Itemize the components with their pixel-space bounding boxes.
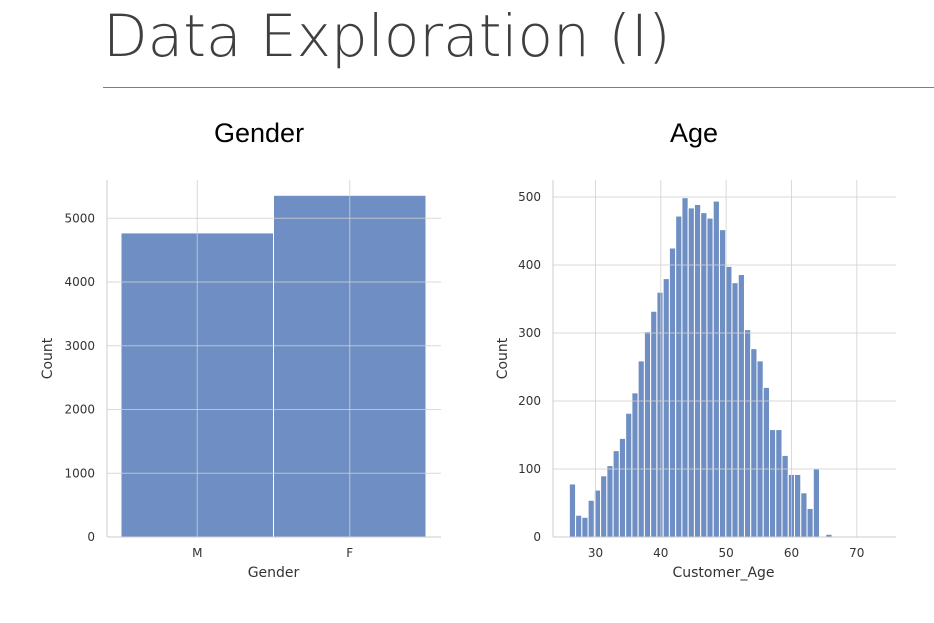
y-axis-label: Count: [495, 337, 511, 379]
x-tick-label: M: [192, 546, 202, 560]
histogram-bar: [612, 450, 620, 538]
histogram-bar: [700, 212, 708, 538]
y-tick-label: 3000: [64, 339, 95, 353]
gender-chart-title: Gender: [214, 118, 305, 148]
slide-title: Data Exploration (I): [103, 2, 671, 70]
histogram-bar: [800, 492, 808, 538]
y-tick-label: 4000: [64, 275, 95, 289]
histogram-bar: [662, 278, 670, 538]
y-tick-label: 0: [87, 530, 95, 544]
histogram-bar: [756, 360, 764, 538]
histogram-bar: [600, 475, 608, 538]
y-tick-label: 500: [518, 190, 541, 204]
histogram-bar: [781, 454, 789, 538]
age-chart: 0 100 200 300 400 500 30 40 50 60 70 Customer_Age Co…: [495, 180, 896, 581]
histogram-bar: [575, 514, 583, 538]
histogram-bar: [681, 197, 689, 538]
histogram-bar: [581, 516, 589, 538]
histogram-bar: [750, 348, 758, 538]
histogram-bar: [637, 360, 645, 538]
histogram-bar: [794, 473, 802, 538]
y-tick-label: 5000: [64, 211, 95, 225]
histogram-bar: [768, 429, 777, 538]
histogram-bar: [643, 331, 652, 538]
histogram-bar: [606, 465, 614, 538]
gender-chart: 0 1000 2000 3000 4000 5000 M F Gender Count: [40, 180, 441, 581]
histogram-bar: [762, 386, 770, 538]
histogram-bar: [712, 200, 720, 538]
histogram-bar: [806, 507, 814, 538]
x-tick-label: 70: [849, 546, 864, 560]
x-tick-label: 40: [653, 546, 668, 560]
histogram-bar: [706, 217, 714, 538]
histogram-bar: [687, 207, 695, 538]
histogram-bar: [656, 291, 664, 538]
histogram-bar: [631, 392, 639, 538]
y-axis-label: Count: [40, 337, 56, 379]
title-divider: [103, 87, 934, 88]
age-chart-title: Age: [670, 118, 719, 148]
histogram-bar: [731, 282, 739, 538]
y-tick-label: 1000: [64, 466, 95, 480]
histogram-bar: [568, 483, 577, 538]
y-tick-label: 400: [518, 258, 541, 272]
histogram-bar: [618, 437, 627, 538]
x-tick-label: 60: [784, 546, 799, 560]
x-axis-label: Gender: [248, 565, 300, 581]
histogram-bar: [693, 203, 702, 538]
histogram-bar: [775, 429, 783, 538]
histogram-bar: [675, 215, 683, 538]
x-tick-label: F: [346, 546, 353, 560]
histogram-bar: [718, 229, 727, 538]
histogram-bar: [743, 329, 752, 538]
histogram-bar: [650, 310, 658, 538]
y-tick-label: 300: [518, 326, 541, 340]
histogram-bar: [587, 499, 595, 538]
x-tick-label: 50: [718, 546, 733, 560]
y-tick-label: 2000: [64, 403, 95, 417]
histogram-bar: [625, 412, 633, 538]
y-tick-label: 0: [533, 530, 541, 544]
histogram-bar: [737, 274, 745, 538]
x-tick-label: 30: [588, 546, 603, 560]
histogram-bar: [725, 265, 733, 538]
y-tick-label: 100: [518, 462, 541, 476]
x-axis-label: Customer_Age: [672, 565, 774, 581]
y-tick-label: 200: [518, 394, 541, 408]
histogram-bar: [668, 247, 677, 538]
histogram-bar: [812, 468, 821, 538]
